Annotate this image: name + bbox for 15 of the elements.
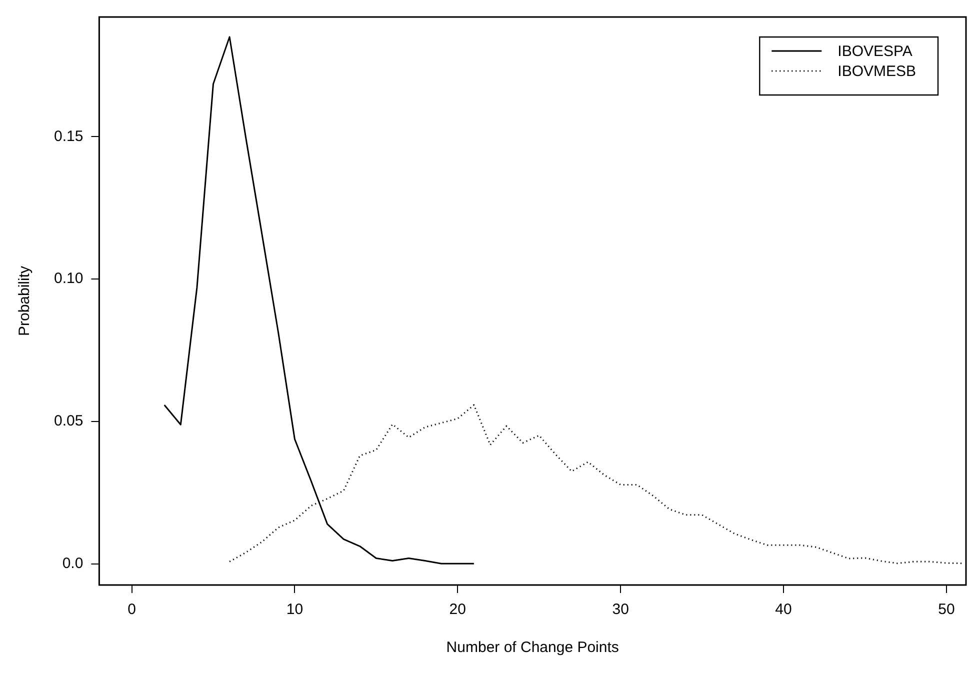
x-axis-title: Number of Change Points	[446, 639, 619, 656]
y-tick-label: 0.05	[54, 412, 84, 430]
legend-label: IBOVMESB	[838, 63, 916, 80]
y-tick-label: 0.15	[54, 128, 84, 145]
y-axis-title: Probability	[16, 265, 34, 336]
x-tick-label: 0	[128, 601, 136, 618]
x-tick-label: 10	[286, 601, 304, 618]
y-tick-label: 0.0	[62, 555, 84, 572]
line-series	[228, 404, 964, 564]
legend-label: IBOVESPA	[838, 43, 912, 60]
x-tick-label: 40	[775, 601, 792, 618]
x-tick-label: 30	[612, 601, 629, 618]
y-tick-label: 0.10	[54, 270, 84, 288]
x-tick-label: 20	[449, 601, 466, 618]
x-tick-label: 50	[938, 601, 955, 618]
